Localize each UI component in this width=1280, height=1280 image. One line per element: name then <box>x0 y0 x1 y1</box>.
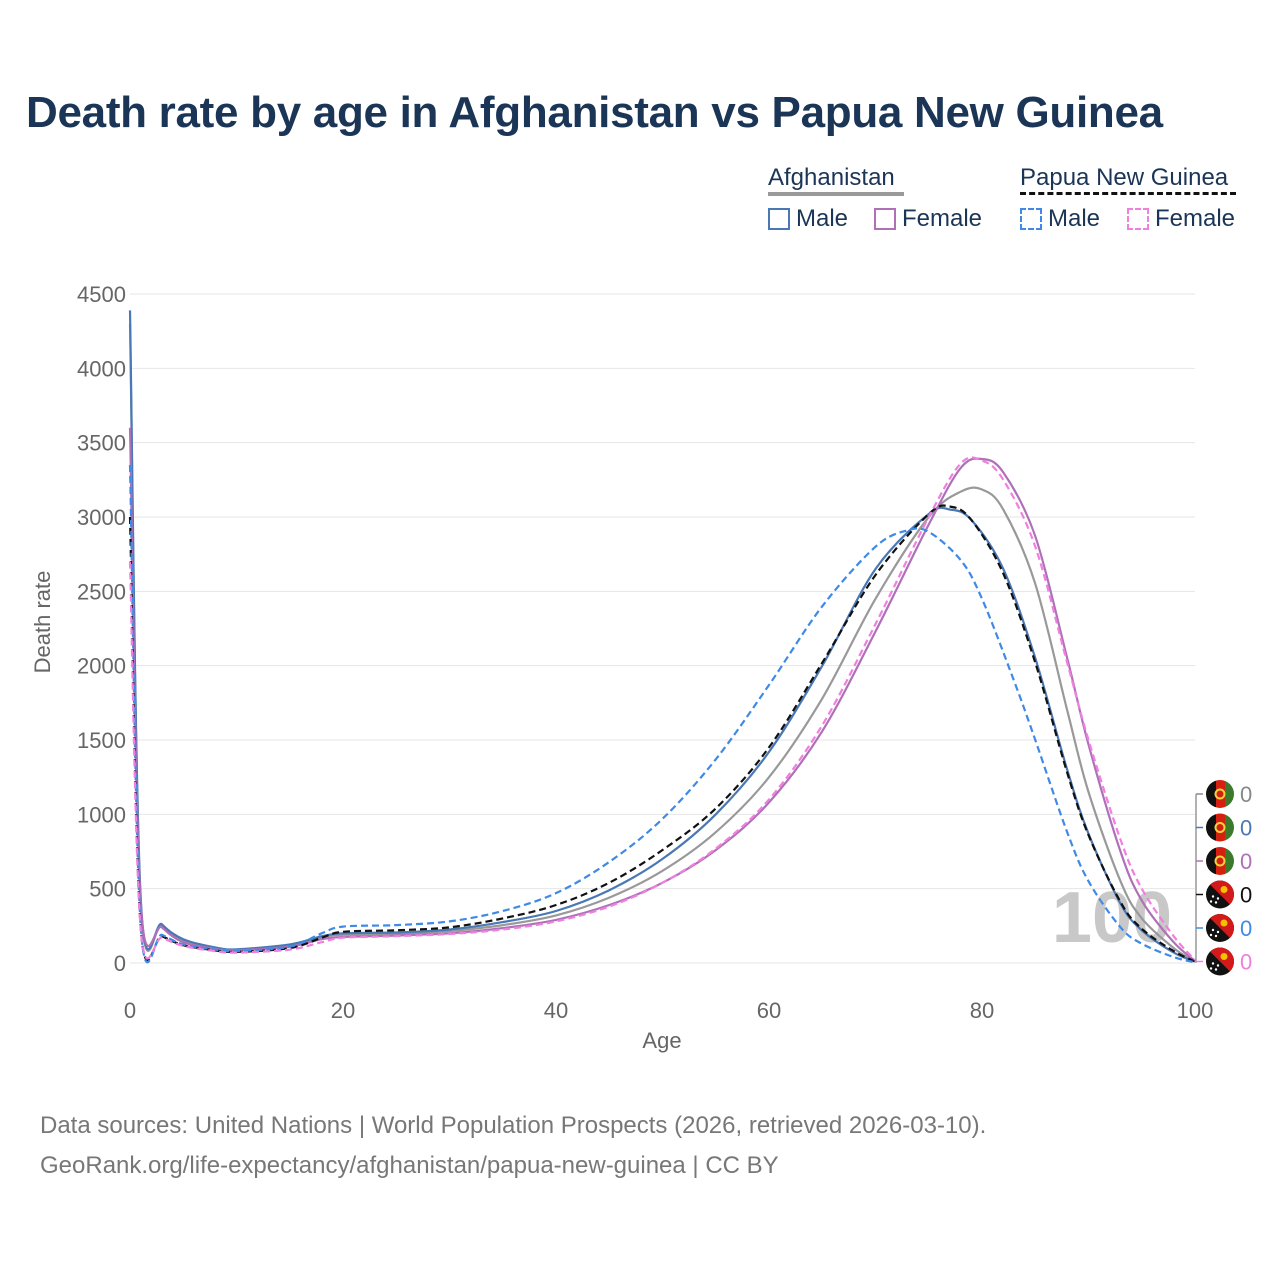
legend-item-afghanistan-male[interactable]: Male <box>768 205 848 233</box>
x-tick-label: 0 <box>124 998 136 1023</box>
end-labels: 0 0 0 0 0 0 <box>1195 780 1252 976</box>
y-tick-label: 0 <box>114 951 126 976</box>
y-axis-ticks: 0 500 1000 1500 2000 2500 3000 3500 4000 4500 <box>77 282 126 976</box>
legend-underline-papua-new-guinea <box>1020 192 1236 195</box>
y-tick-label: 4500 <box>77 282 126 307</box>
x-tick-label: 80 <box>970 998 994 1023</box>
legend-swatch-icon <box>874 208 896 230</box>
legend-label: Male <box>796 205 849 232</box>
source-note: Data sources: United Nations | World Pop… <box>40 1106 986 1186</box>
papua-new-guinea-flag-icon <box>1206 914 1234 942</box>
series-line-afghanistan-total-[interactable] <box>128 323 1196 963</box>
series-line-papua-new-guinea-male[interactable] <box>128 464 1196 964</box>
legend-underline-afghanistan <box>768 192 904 196</box>
series-line-afghanistan-male[interactable] <box>128 310 1196 963</box>
grid <box>130 293 1195 964</box>
afghanistan-flag-icon <box>1206 847 1234 875</box>
y-tick-label: 1500 <box>77 728 126 753</box>
legend-item-png-female[interactable]: Female <box>1127 205 1235 233</box>
source-line-2[interactable]: GeoRank.org/life-expectancy/afghanistan/… <box>40 1152 779 1179</box>
x-tick-label: 60 <box>757 998 781 1023</box>
end-label-value: 0 <box>1240 950 1252 975</box>
series-line-papua-new-guinea-female[interactable] <box>128 456 1196 961</box>
end-label-value: 0 <box>1240 849 1252 874</box>
legend-swatch-icon <box>1020 208 1042 230</box>
legend-label: Male <box>1048 205 1101 232</box>
y-tick-label: 500 <box>89 877 126 902</box>
x-tick-label: 40 <box>544 998 568 1023</box>
y-tick-label: 4000 <box>77 356 126 381</box>
y-tick-label: 2500 <box>77 579 126 604</box>
legend-label: Female <box>902 205 983 232</box>
series-line-afghanistan-female[interactable] <box>128 427 1196 962</box>
legend-group-papua-new-guinea[interactable]: Papua New Guinea <box>1020 164 1229 191</box>
chart-title: Death rate by age in Afghanistan vs Papu… <box>26 88 1163 137</box>
series-line-papua-new-guinea-total-[interactable] <box>128 504 1196 963</box>
legend-swatch-icon <box>768 208 790 230</box>
end-label-value: 0 <box>1240 883 1252 908</box>
source-line-1: Data sources: United Nations | World Pop… <box>40 1112 987 1139</box>
legend-item-png-male[interactable]: Male <box>1020 205 1100 233</box>
y-tick-label: 3000 <box>77 505 126 530</box>
papua-new-guinea-flag-icon <box>1206 880 1234 909</box>
legend-item-afghanistan-female[interactable]: Female <box>874 205 982 233</box>
end-label-value: 0 <box>1240 782 1252 807</box>
legend-label: Female <box>1155 205 1236 232</box>
legend-group-afghanistan[interactable]: Afghanistan <box>768 164 895 191</box>
x-tick-label: 20 <box>331 998 355 1023</box>
y-axis-label: Death rate <box>30 571 55 674</box>
series-lines <box>128 310 1196 964</box>
afghanistan-flag-icon <box>1206 813 1234 842</box>
y-tick-label: 1000 <box>77 802 126 827</box>
x-tick-label: 100 <box>1177 998 1214 1023</box>
x-axis-label: Age <box>642 1028 681 1053</box>
y-tick-label: 2000 <box>77 654 126 679</box>
afghanistan-flag-icon <box>1206 780 1234 808</box>
legend-swatch-icon <box>1127 208 1149 230</box>
papua-new-guinea-flag-icon <box>1206 947 1234 976</box>
x-axis-ticks: 0 20 40 60 80 100 <box>124 998 1213 1023</box>
end-label-value: 0 <box>1240 816 1252 841</box>
end-label-value: 0 <box>1240 916 1252 941</box>
y-tick-label: 3500 <box>77 431 126 456</box>
